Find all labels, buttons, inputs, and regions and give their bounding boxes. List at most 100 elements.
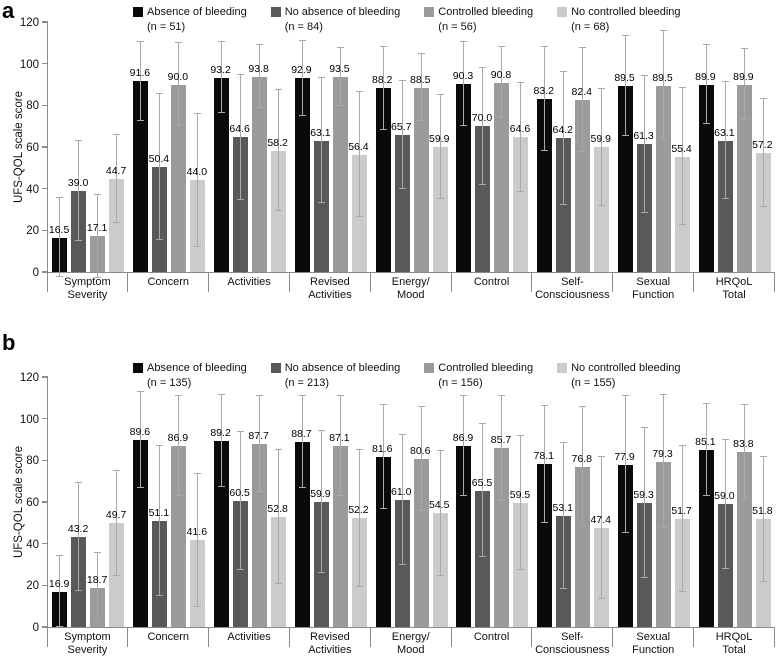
- category-label-line: Mood: [396, 644, 425, 656]
- error-bar: [78, 482, 80, 592]
- error-bar-cap-bottom: [640, 212, 648, 214]
- error-bar-cap-bottom: [175, 125, 183, 127]
- y-tick-label: 0: [32, 622, 39, 634]
- bar: [375, 88, 391, 272]
- error-bar-cap-top: [721, 81, 729, 83]
- error-bar: [482, 67, 484, 185]
- error-bar: [662, 395, 664, 529]
- error-bar-cap-bottom: [479, 183, 487, 185]
- bar-slot: 50.4: [149, 22, 169, 272]
- category-group: 89.2 60.5 87.7 52.8: [210, 377, 291, 627]
- error-bar: [178, 42, 180, 127]
- error-bar-cap-bottom: [175, 494, 183, 496]
- bar: [413, 459, 429, 627]
- bar: [294, 442, 310, 627]
- bar: [332, 77, 348, 272]
- error-bar-cap-bottom: [156, 238, 164, 240]
- legend-item-2: No absence of bleeding (n = 213): [270, 361, 400, 390]
- category-label-line: Severity: [67, 644, 108, 656]
- error-bar-cap-bottom: [336, 105, 344, 107]
- error-bar: [258, 45, 260, 108]
- error-bar: [681, 87, 683, 226]
- category-label-line: Energy/: [391, 631, 430, 643]
- error-bar-cap-bottom: [759, 206, 767, 207]
- error-bar: [662, 31, 664, 140]
- bar-slot: 63.1: [714, 22, 735, 272]
- error-bar-cap-top: [194, 472, 202, 474]
- category-label: HRQoL Total: [694, 272, 775, 301]
- panel-letter-b: b: [2, 330, 16, 355]
- error-bar: [277, 90, 279, 212]
- bar-slot: 93.5: [329, 22, 350, 272]
- error-bar: [563, 443, 565, 590]
- error-bar: [97, 194, 99, 279]
- value-label: 59.3: [633, 489, 654, 502]
- bar-slot: 53.1: [553, 377, 573, 627]
- error-bar: [463, 42, 465, 126]
- value-label: 90.3: [452, 69, 474, 82]
- bar: [133, 440, 149, 627]
- y-tick-label: 120: [19, 17, 39, 29]
- y-tick-label: 0: [32, 267, 39, 279]
- error-bar: [59, 198, 61, 278]
- bar-slot: 41.6: [187, 377, 207, 627]
- error-bar-cap-bottom: [274, 210, 282, 212]
- value-label: 44.7: [105, 164, 127, 177]
- bar-slot: 52.2: [348, 377, 369, 627]
- category-label: Control: [452, 627, 533, 647]
- y-tick-mark: [42, 146, 48, 148]
- category-label-line: Sexual: [636, 276, 671, 288]
- error-bar-cap-bottom: [621, 134, 629, 136]
- bar-slot: 80.6: [410, 377, 430, 627]
- bar-slot: 61.3: [633, 22, 654, 272]
- category-group: 88.2 65.7 88.5 59.9: [371, 22, 452, 272]
- legend-item-4: No controlled bleeding (n = 155): [557, 361, 681, 390]
- category-label-line: HRQoL: [715, 631, 753, 643]
- bar: [537, 464, 553, 627]
- bar-slot: 59.9: [310, 377, 331, 627]
- category-label-line: Symptom: [64, 631, 111, 643]
- y-tick-label: 100: [19, 413, 39, 426]
- error-bar-cap-top: [598, 456, 606, 458]
- error-bar-cap-top: [379, 45, 387, 47]
- legend-label: Absence of bleeding (n = 51): [147, 5, 247, 34]
- value-label: 58.2: [267, 136, 288, 149]
- bar-slot: 43.2: [68, 377, 88, 627]
- error-bar-cap-bottom: [740, 119, 748, 121]
- bar-slot: 88.2: [372, 22, 392, 272]
- bar-slot: 90.0: [168, 22, 188, 272]
- category-label: Energy/Mood: [371, 272, 452, 301]
- value-label: 18.7: [86, 574, 108, 587]
- bar-slot: 89.5: [614, 22, 635, 272]
- bar: [537, 98, 553, 272]
- bar: [394, 135, 410, 272]
- value-label: 87.7: [248, 430, 269, 443]
- error-bar-cap-top: [579, 405, 587, 407]
- error-bar-cap-top: [417, 406, 425, 407]
- y-tick-mark: [42, 229, 48, 232]
- error-bar-cap-top: [436, 449, 444, 451]
- category-group: 88.7 59.9 87.1 52.2: [290, 377, 371, 627]
- error-bar-cap-bottom: [721, 197, 729, 199]
- legend-series-name: Controlled bleeding: [438, 362, 534, 374]
- category-group: 89.5 61.3 89.5 55.4: [613, 22, 694, 272]
- error-bar-cap-bottom: [541, 149, 549, 151]
- error-bar: [140, 41, 142, 121]
- error-bar: [582, 406, 584, 528]
- bar: [213, 77, 229, 272]
- value-label: 89.5: [652, 71, 673, 84]
- bar-slot: 87.1: [329, 377, 350, 627]
- bar: [617, 464, 633, 627]
- bar-slot: 44.0: [187, 22, 207, 272]
- bar-slot: 78.1: [534, 377, 554, 627]
- bar-slot: 54.5: [429, 377, 449, 627]
- category-label-line: Activities: [308, 644, 352, 656]
- bar-slot: 56.4: [348, 22, 369, 272]
- error-bar-cap-top: [336, 47, 344, 49]
- value-label: 88.2: [371, 74, 393, 87]
- error-bar-cap-top: [236, 73, 244, 75]
- bar-slot: 51.8: [752, 377, 773, 627]
- value-label: 49.7: [105, 509, 127, 522]
- bar: [413, 87, 429, 272]
